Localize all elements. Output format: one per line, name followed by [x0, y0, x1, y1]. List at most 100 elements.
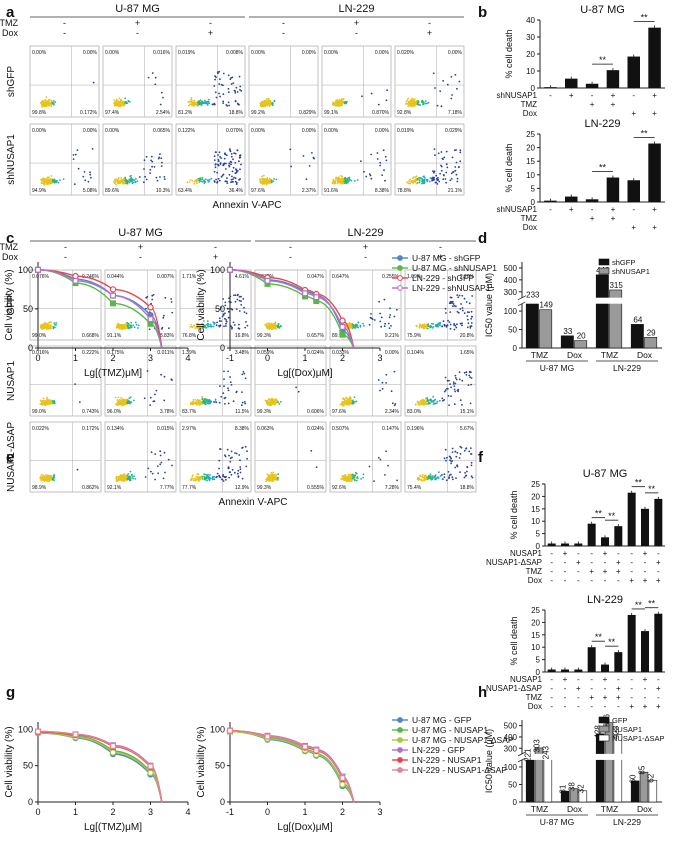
a-event-dot [434, 181, 437, 184]
f-u87-bar [641, 508, 649, 546]
e-event-dot [272, 471, 275, 474]
e-event-dot [373, 319, 376, 321]
e-event-dot [463, 449, 466, 452]
e-quadrant-ll: 98.9% [32, 485, 47, 491]
f-ln229-bar [574, 669, 583, 672]
a-event-dot [206, 102, 209, 105]
f-ln229-row-sign: - [564, 693, 567, 702]
b-ln229-ytick-label: 5 [531, 184, 536, 193]
a-event-dot [210, 177, 213, 180]
a-event-dot [213, 181, 216, 183]
a-event-dot [120, 177, 122, 180]
e-event-dot [170, 301, 173, 303]
e-event-dot [272, 323, 275, 325]
a-event-dot [261, 102, 263, 104]
a-event-dot [136, 180, 139, 183]
a-event-dot [217, 158, 220, 161]
h-ytick-label: 50 [508, 780, 517, 789]
e-event-dot [222, 480, 225, 482]
e-event-dot [125, 323, 127, 325]
f-u87-ytick-label: 25 [531, 480, 540, 489]
e-event-dot [362, 476, 365, 479]
e-quadrant-ll: 92.6% [332, 485, 347, 491]
e-event-dot [280, 400, 282, 403]
e-quadrant-ll: 91.1% [107, 333, 122, 339]
e-event-dot [223, 476, 226, 478]
f-ln229-row-sign: + [616, 684, 621, 693]
e-event-dot [444, 389, 447, 392]
e-event-dot [154, 478, 157, 481]
e-event-dot [428, 399, 431, 402]
e-group-label: LN-229 [347, 227, 383, 239]
a-event-dot [226, 182, 229, 185]
c-tmz-xlabel: Lg[(TMZ)μM] [84, 368, 142, 379]
e-event-dot [76, 468, 79, 471]
e-event-dot [429, 473, 432, 476]
f-u87-row-sign: - [657, 549, 660, 558]
e-event-dot [461, 294, 464, 297]
f-u87-row-sign: - [590, 576, 593, 585]
e-event-dot [236, 298, 239, 301]
a-event-dot [198, 179, 201, 182]
e-event-dot [137, 327, 139, 329]
h-bar-value: 221 [524, 748, 533, 762]
e-event-dot [454, 382, 457, 385]
a-event-dot [415, 100, 418, 103]
e-event-dot [385, 382, 387, 384]
e-event-dot [154, 453, 157, 455]
e-event-dot [156, 465, 159, 467]
e-event-dot [194, 477, 196, 480]
e-event-dot [125, 400, 128, 402]
e-event-dot [341, 401, 344, 404]
a-event-dot [312, 156, 315, 159]
a-event-dot [115, 183, 117, 186]
e-event-dot [465, 301, 468, 303]
e-event-dot [240, 404, 243, 407]
e-event-dot [224, 455, 227, 458]
f-ln229-row-sign: - [577, 693, 580, 702]
e-event-dot [132, 324, 135, 327]
e-event-dot [245, 465, 248, 468]
e-event-dot [230, 308, 233, 310]
a-event-dot [144, 175, 147, 178]
e-event-dot [421, 326, 423, 329]
e-event-dot [129, 326, 132, 329]
e-event-dot [265, 399, 268, 402]
e-event-dot [274, 322, 277, 325]
e-quadrant-ur: 4.61% [235, 274, 250, 280]
e-event-dot [461, 309, 464, 312]
e-event-dot [223, 378, 225, 380]
e-event-dot [123, 472, 126, 475]
a-quadrant-ur: 0.00% [448, 50, 463, 56]
f-ln229-bar [627, 614, 636, 672]
a-event-dot [120, 100, 123, 103]
e-quadrant-lr: 8.83% [160, 333, 175, 339]
f-ln229-row-sign: - [604, 702, 607, 711]
e-event-dot [424, 476, 426, 479]
e-event-dot [446, 324, 449, 327]
e-event-dot [238, 323, 240, 326]
e-quadrant-ur: 8.38% [235, 426, 250, 432]
a-event-dot [231, 175, 233, 178]
a-event-dot [451, 156, 454, 159]
b-ln229-row-sign: + [631, 223, 636, 232]
e-event-dot [53, 474, 56, 477]
e-event-dot [246, 324, 249, 327]
h-ytick-label: 500 [504, 722, 518, 731]
a-event-dot [232, 82, 235, 84]
a-dox-sign: - [63, 28, 66, 38]
e-quadrant-ll: 77.7% [182, 485, 197, 491]
a-event-dot [453, 149, 456, 152]
a-event-dot [231, 76, 234, 79]
a-flow-plot [321, 123, 392, 196]
c-dox-xlabel: Lg[(Dox)μM] [277, 368, 332, 379]
e-event-dot [209, 323, 212, 326]
a-event-dot [332, 104, 335, 106]
b-u87-ytick-label: 30 [526, 33, 535, 42]
a-event-dot [424, 100, 427, 102]
e-event-dot [207, 402, 210, 405]
a-event-dot [52, 100, 55, 102]
e-quadrant-ur: 5.67% [460, 426, 475, 432]
f-ln229-row-sign: - [657, 693, 660, 702]
a-event-dot [336, 182, 339, 185]
